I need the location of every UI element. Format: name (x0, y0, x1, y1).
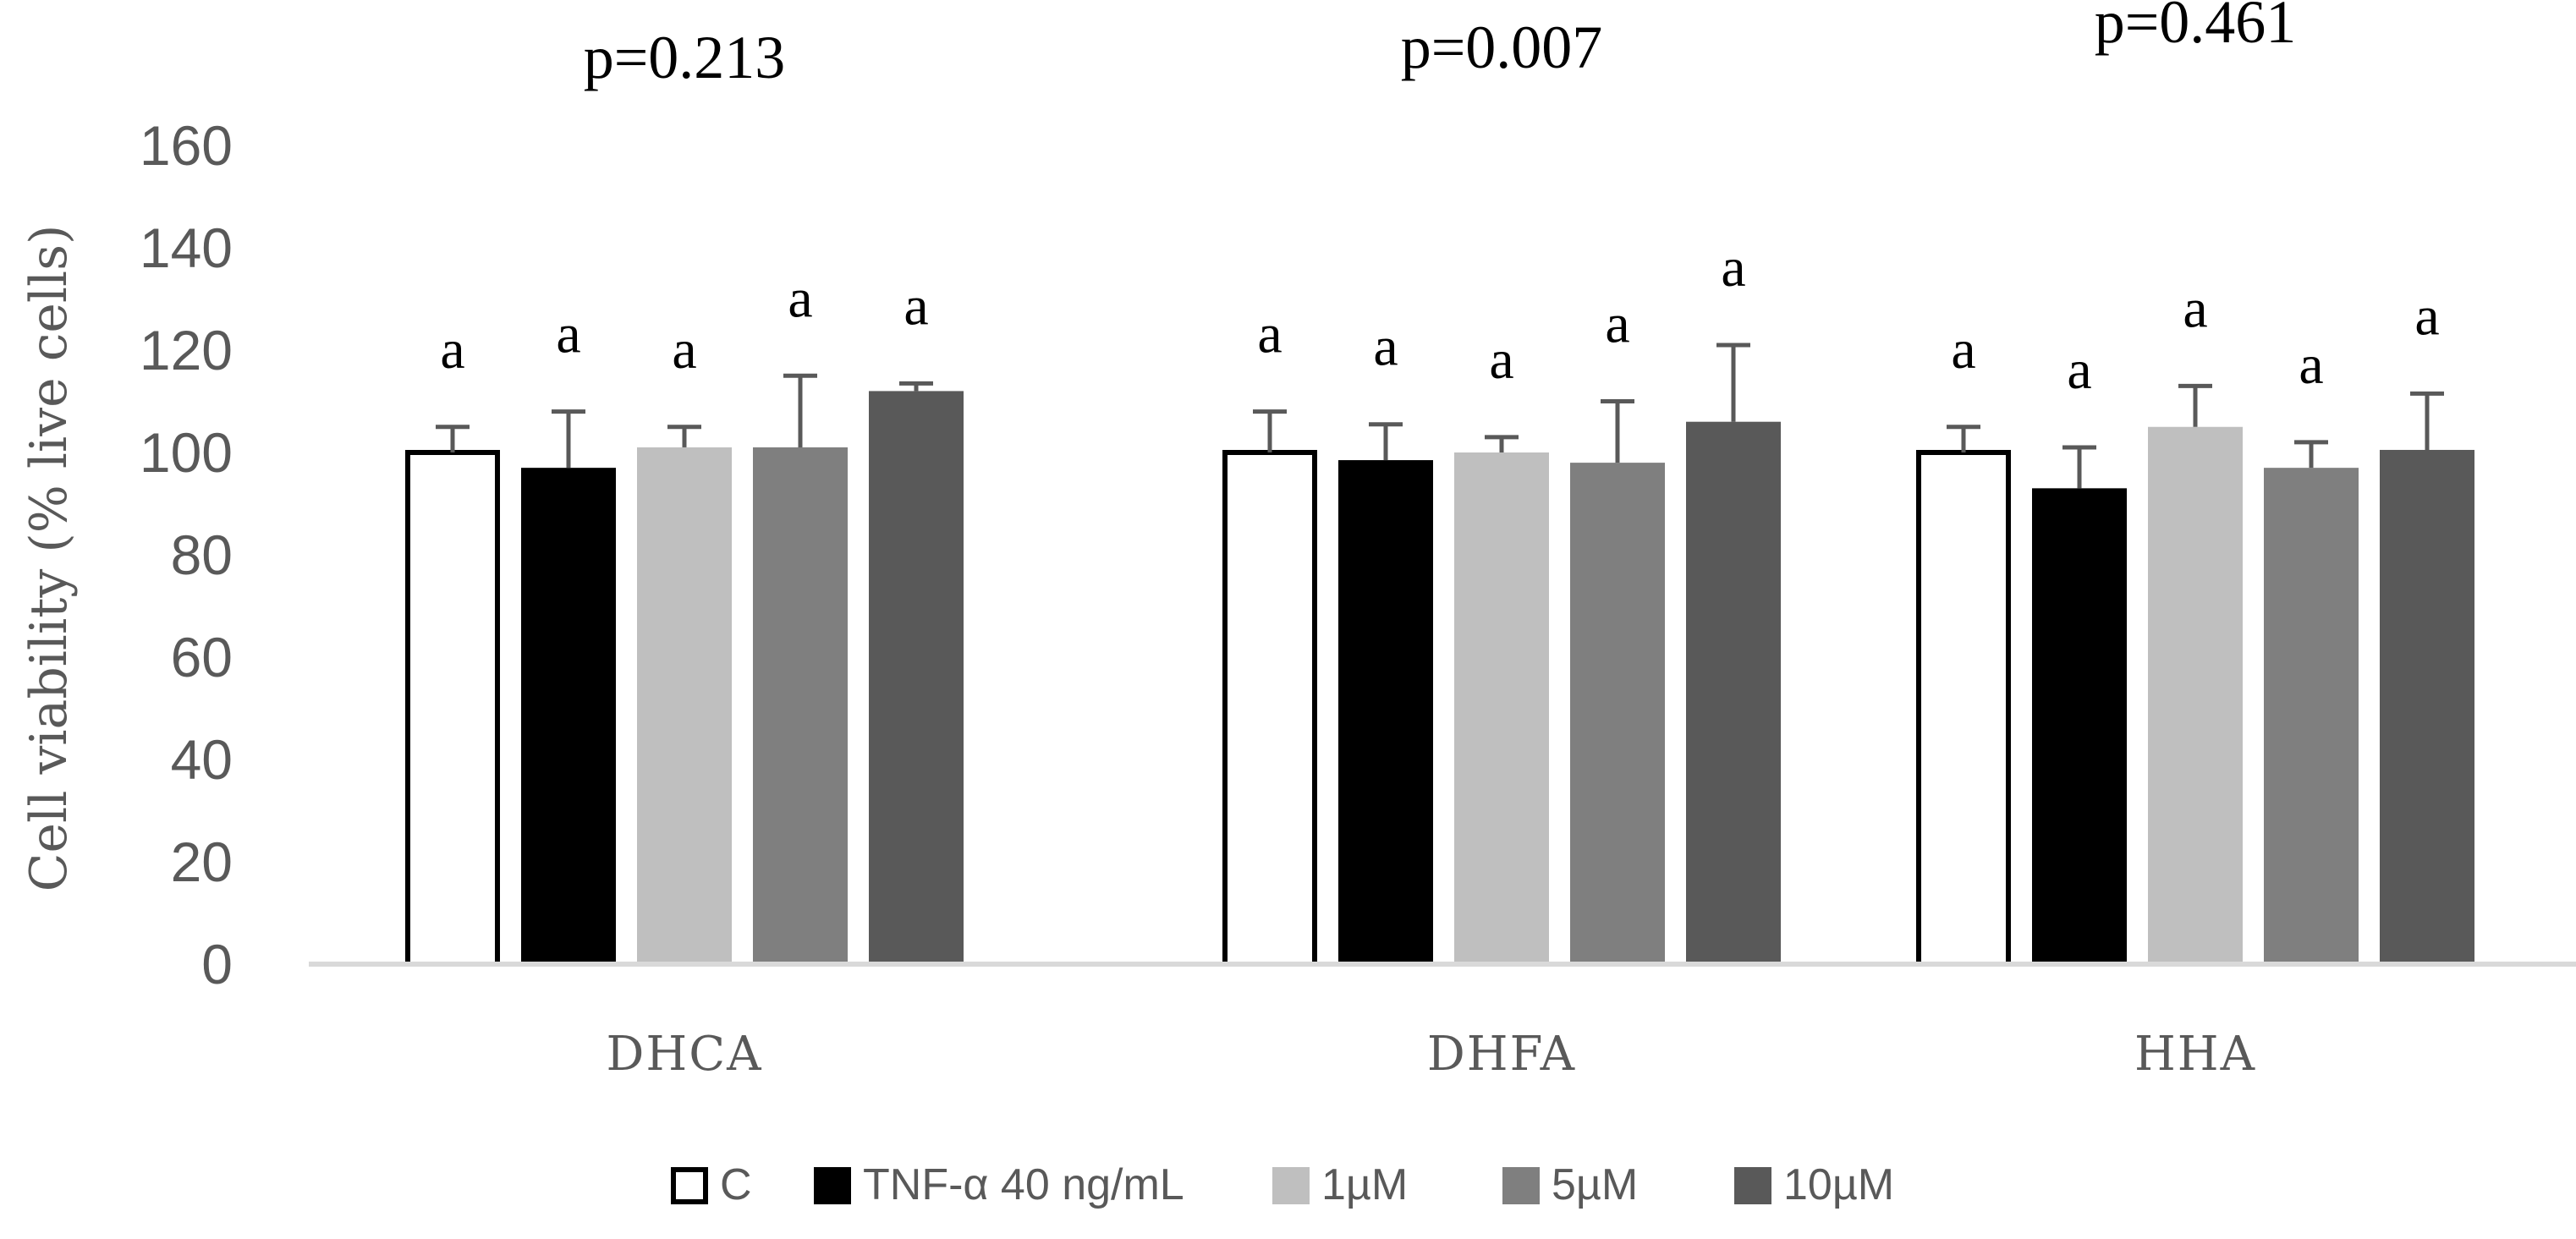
legend-label: C (720, 1160, 752, 1209)
bar (753, 447, 848, 964)
bar (1338, 460, 1433, 964)
bar (869, 391, 964, 964)
bar (2380, 449, 2474, 964)
y-tick-label: 80 (171, 524, 233, 586)
legend-label: 1µM (1321, 1160, 1408, 1209)
bar (1454, 452, 1549, 964)
y-axis: 0 20 40 60 80 100 120 140 160 (140, 114, 233, 995)
y-tick-label: 100 (140, 421, 233, 484)
category-label: DHFA (1427, 1027, 1576, 1082)
legend-swatch (1502, 1167, 1540, 1204)
legend-label: TNF-α 40 ng/mL (863, 1160, 1184, 1209)
y-tick-label: 40 (171, 728, 233, 791)
significance-label: a (2299, 334, 2323, 396)
y-tick-label: 160 (140, 114, 233, 177)
significance-label: a (1257, 304, 1282, 365)
bar (1222, 450, 1317, 967)
legend-swatch (671, 1167, 708, 1204)
significance-label: a (2067, 339, 2091, 401)
significance-label: a (556, 304, 580, 365)
y-tick-label: 120 (140, 319, 233, 381)
legend-swatch (814, 1167, 851, 1204)
bar (405, 450, 500, 967)
significance-label: a (1373, 316, 1398, 378)
legend-swatch (1272, 1167, 1310, 1204)
significance-label: a (2414, 285, 2439, 347)
bar (2148, 426, 2243, 964)
category-label: HHA (2134, 1027, 2256, 1082)
significance-label: a (1489, 329, 1513, 391)
bar (637, 447, 732, 964)
bar (1916, 450, 2011, 967)
bar (1686, 421, 1781, 964)
significance-label: a (672, 319, 696, 381)
y-axis-label: Cell viability (% live cells) (19, 225, 79, 892)
p-value-label: p=0.213 (584, 24, 786, 91)
y-tick-label: 20 (171, 831, 233, 893)
significance-label: a (904, 275, 928, 337)
bar (1570, 463, 1665, 964)
significance-label: a (1605, 293, 1629, 355)
p-value-label: p=0.461 (2095, 0, 2297, 56)
significance-label: a (2183, 277, 2207, 339)
bar (2032, 488, 2127, 964)
category-label: DHCA (606, 1027, 762, 1082)
legend: C TNF-α 40 ng/mL 1µM 5µM 10µM (671, 1160, 1894, 1209)
bars (405, 343, 2474, 967)
significance-label: a (440, 319, 464, 381)
y-tick-label: 60 (171, 626, 233, 688)
legend-swatch (1734, 1167, 1771, 1204)
bar (2264, 468, 2359, 964)
category-labels: DHCA DHFA HHA (606, 1027, 2256, 1082)
significance-labels: a a a a a a a a a a a a a a a (440, 237, 2439, 401)
bar (521, 468, 616, 964)
significance-label: a (788, 267, 812, 329)
y-tick-label: 140 (140, 217, 233, 279)
p-value-label: p=0.007 (1401, 14, 1603, 81)
y-tick-label: 0 (201, 933, 233, 995)
p-values: p=0.213 p=0.007 p=0.461 (584, 0, 2297, 91)
legend-label: 10µM (1783, 1160, 1894, 1209)
significance-label: a (1951, 319, 1975, 381)
significance-label: a (1721, 237, 1745, 299)
legend-label: 5µM (1552, 1160, 1638, 1209)
